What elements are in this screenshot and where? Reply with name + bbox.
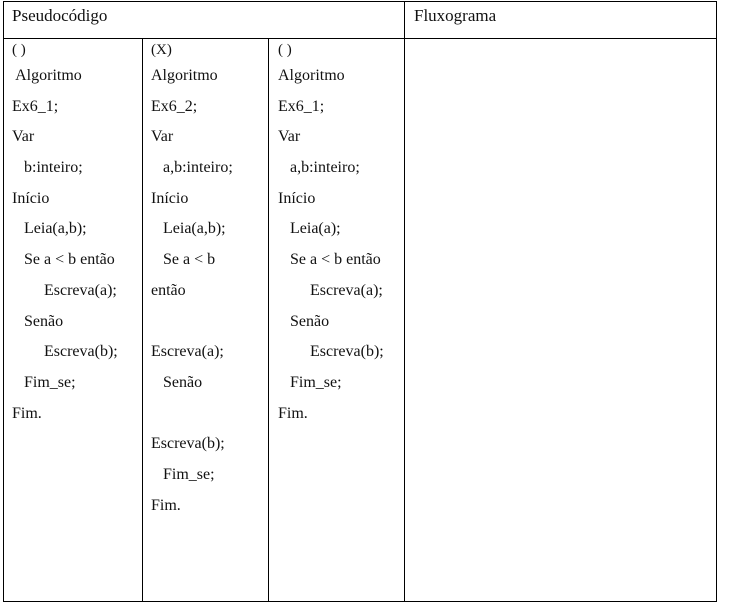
choice-marker-1[interactable]: ( ) (12, 42, 26, 58)
code-line: Fim. (278, 404, 308, 422)
code-line: Var (12, 128, 35, 146)
code-line: Algoritmo (151, 67, 218, 84)
pseudocode-header: Pseudocódigo (12, 6, 108, 25)
code-line: Se a < b (151, 251, 216, 269)
code-line: Leia(a,b); (151, 220, 226, 238)
code-line: Var (278, 128, 301, 146)
code-line: então (151, 281, 186, 299)
code-line: Senão (278, 312, 330, 330)
code-line: Var (151, 128, 174, 146)
header-divider (3, 38, 717, 39)
code-line: Escreva(a); (278, 281, 383, 299)
flowchart-area (405, 39, 716, 601)
code-line: Algoritmo (278, 67, 345, 84)
code-line: Ex6_1; (12, 97, 59, 115)
code-line: Leia(a); (278, 220, 341, 238)
choice-marker-3[interactable]: ( ) (278, 42, 292, 58)
code-line: Ex6_1; (278, 97, 325, 115)
code-line: Escreva(b); (151, 435, 225, 453)
code-line: Algoritmo (12, 67, 82, 84)
column-divider-1 (142, 38, 143, 602)
pseudocode-column-3: ( ) Algoritmo Ex6_1; Var a,b:inteiro; In… (278, 41, 404, 429)
code-line (151, 399, 267, 430)
code-line: Senão (12, 312, 64, 330)
code-line: Fim_se; (278, 373, 342, 391)
code-line: Escreva(b); (278, 343, 384, 361)
code-line: b:inteiro; (12, 159, 83, 177)
code-line: Senão (151, 373, 203, 391)
code-line: Fim_se; (12, 373, 76, 391)
code-line: Ex6_2; (151, 97, 198, 115)
code-line: Fim. (151, 496, 181, 514)
code-line (151, 307, 267, 338)
code-line: Início (278, 189, 316, 207)
code-line: Início (151, 189, 189, 207)
pseudocode-column-2: (X) Algoritmo Ex6_2; Var a,b:inteiro; In… (151, 41, 267, 521)
pseudo-flow-divider (404, 1, 405, 602)
code-line: Se a < b então (278, 251, 381, 269)
flowchart-header: Fluxograma (414, 6, 497, 25)
column-divider-2 (268, 38, 269, 602)
pseudocode-column-1: ( ) Algoritmo Ex6_1; Var b:inteiro; Iníc… (12, 41, 140, 429)
code-line: Fim. (12, 404, 42, 422)
code-line: a,b:inteiro; (151, 159, 233, 177)
code-line: Fim_se; (151, 465, 215, 483)
code-line: Início (12, 189, 50, 207)
code-line: Leia(a,b); (12, 220, 87, 238)
code-line: Escreva(b); (12, 343, 118, 361)
code-line: Se a < b então (12, 251, 115, 269)
code-line: a,b:inteiro; (278, 159, 360, 177)
table-frame (3, 1, 717, 602)
code-line: Escreva(a); (151, 343, 224, 361)
choice-marker-2[interactable]: (X) (151, 42, 172, 58)
code-line: Escreva(a); (12, 281, 117, 299)
